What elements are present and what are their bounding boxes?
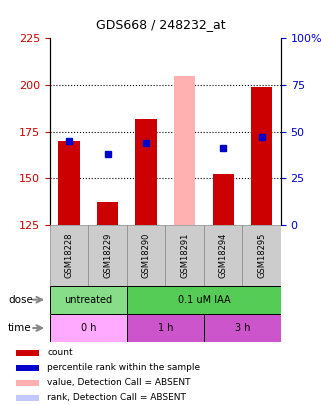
- Bar: [50, 225, 88, 286]
- Bar: [127, 314, 204, 342]
- Bar: [165, 225, 204, 286]
- Text: 0 h: 0 h: [81, 323, 96, 333]
- Bar: [204, 225, 242, 286]
- Bar: [127, 286, 281, 314]
- Text: count: count: [47, 348, 73, 357]
- Text: rank, Detection Call = ABSENT: rank, Detection Call = ABSENT: [47, 393, 186, 402]
- Bar: [135, 119, 157, 225]
- Text: value, Detection Call = ABSENT: value, Detection Call = ABSENT: [47, 378, 191, 387]
- Text: GSM18295: GSM18295: [257, 232, 266, 278]
- Bar: [251, 87, 272, 225]
- Text: dose: dose: [8, 295, 33, 305]
- Text: 0.1 uM IAA: 0.1 uM IAA: [178, 295, 230, 305]
- Text: GSM18290: GSM18290: [142, 232, 151, 278]
- Bar: [16, 380, 39, 386]
- Text: GSM18229: GSM18229: [103, 232, 112, 278]
- Bar: [50, 286, 127, 314]
- Text: GDS668 / 248232_at: GDS668 / 248232_at: [96, 18, 225, 31]
- Bar: [97, 202, 118, 225]
- Bar: [88, 225, 127, 286]
- Text: untreated: untreated: [64, 295, 112, 305]
- Text: time: time: [8, 323, 32, 333]
- Bar: [204, 314, 281, 342]
- Bar: [174, 76, 195, 225]
- Bar: [16, 365, 39, 371]
- Text: percentile rank within the sample: percentile rank within the sample: [47, 363, 200, 372]
- Bar: [213, 175, 234, 225]
- Text: GSM18294: GSM18294: [219, 232, 228, 278]
- Text: GSM18291: GSM18291: [180, 232, 189, 278]
- Bar: [16, 395, 39, 401]
- Bar: [58, 141, 80, 225]
- Text: GSM18228: GSM18228: [65, 232, 74, 278]
- Bar: [127, 225, 165, 286]
- Bar: [242, 225, 281, 286]
- Text: 1 h: 1 h: [158, 323, 173, 333]
- Bar: [16, 350, 39, 356]
- Text: 3 h: 3 h: [235, 323, 250, 333]
- Bar: [50, 314, 127, 342]
